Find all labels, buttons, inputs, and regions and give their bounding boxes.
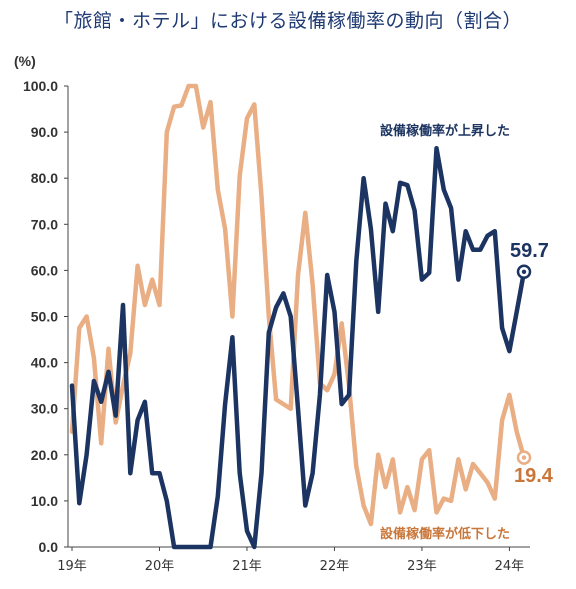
y-tick-label: 10.0: [31, 493, 58, 509]
fall-end-value: 19.4: [514, 465, 554, 487]
x-tick-label: 19年: [57, 559, 87, 574]
chart-title: 「旅館・ホテル」における設備稼働率の動向（割合）: [53, 10, 522, 32]
y-tick-label: 100.0: [23, 78, 58, 94]
y-tick-label: 0.0: [39, 539, 59, 555]
x-tick-labels: 19年 20年 21年 22年 23年 24年: [57, 547, 524, 574]
y-axis-unit: (%): [14, 53, 36, 69]
y-tick-labels: 0.0 10.0 20.0 30.0 40.0 50.0 60.0 70.0 80.0 90.0 1…: [23, 78, 68, 555]
fall-series-line: [69, 83, 527, 527]
end-markers: [516, 264, 532, 465]
y-tick-label: 80.0: [31, 170, 58, 186]
series-lines: [69, 83, 527, 550]
x-tick-label: 24年: [495, 559, 525, 574]
y-tick-label: 40.0: [31, 355, 58, 371]
y-tick-label: 30.0: [31, 401, 58, 417]
x-tick-label: 22年: [320, 559, 350, 574]
end-marker-dot: [521, 269, 527, 274]
x-tick-label: 20年: [145, 559, 175, 574]
y-tick-label: 20.0: [31, 447, 58, 463]
y-tick-label: 70.0: [31, 216, 58, 232]
y-tick-label: 50.0: [31, 309, 58, 325]
rise-series-line: [69, 145, 527, 550]
fall-series-label: 設備稼働率が低下した: [380, 526, 510, 542]
y-tick-label: 90.0: [31, 124, 58, 140]
x-tick-label: 21年: [232, 559, 262, 574]
rise-end-value: 59.7: [510, 240, 549, 262]
end-marker-dot: [521, 455, 527, 460]
x-tick-label: 23年: [407, 559, 437, 574]
rise-series-label: 設備稼働率が上昇した: [380, 123, 510, 139]
y-tick-label: 60.0: [31, 262, 58, 278]
